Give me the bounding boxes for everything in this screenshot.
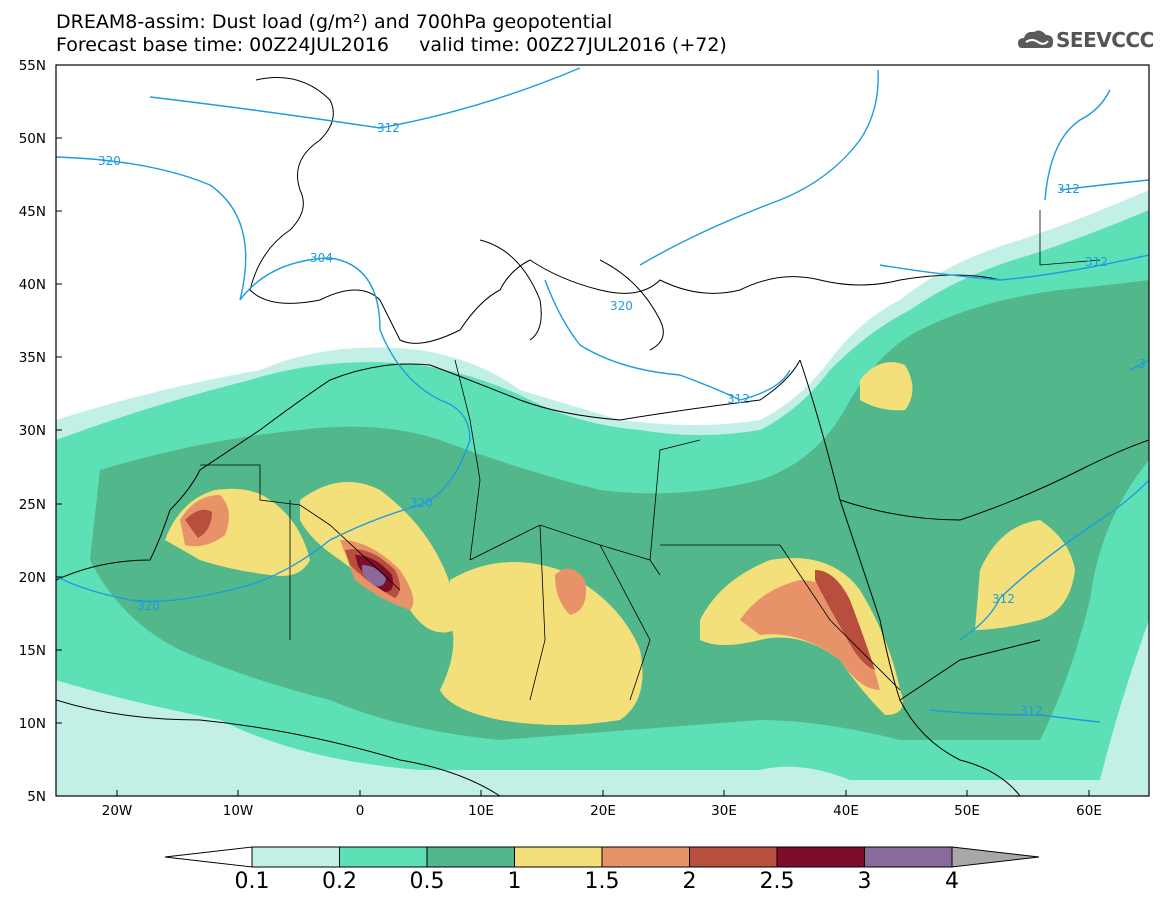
colorbar-swatch-over	[951, 846, 1040, 868]
contour-label: 312	[1085, 255, 1108, 269]
latitude-labels: 55N 50N 45N 40N 35N 30N 25N 20N 15N 10N …	[19, 58, 46, 805]
lat-label: 35N	[19, 350, 46, 366]
map-title-line-2: Forecast base time: 00Z24JUL2016 valid t…	[56, 34, 727, 56]
colorbar-swatch	[864, 846, 953, 868]
lat-label: 30N	[19, 423, 46, 439]
country-borders	[200, 210, 1101, 701]
lat-label: 25N	[19, 497, 46, 513]
coastlines	[56, 77, 1149, 796]
lon-label: 10E	[468, 803, 494, 819]
colorbar-tick-label: 1.5	[584, 869, 620, 894]
lat-label: 5N	[27, 789, 46, 805]
axis-ticks	[56, 64, 1090, 796]
cloud-logo-icon	[1018, 30, 1054, 48]
colorbar-swatch	[776, 846, 865, 868]
colorbar-tick-label: 0.1	[234, 869, 270, 894]
contour-label: 312	[727, 392, 750, 406]
colorbar-tick-label: 2	[682, 869, 697, 894]
lon-label: 20W	[102, 803, 133, 819]
lat-label: 20N	[19, 570, 46, 586]
lat-label: 10N	[19, 716, 46, 732]
lon-label: 0	[356, 803, 365, 819]
lon-label: 30E	[711, 803, 737, 819]
lon-label: 50E	[954, 803, 980, 819]
colorbar-tick-label: 0.5	[409, 869, 445, 894]
lon-label: 60E	[1076, 803, 1102, 819]
lat-label: 50N	[19, 131, 46, 147]
longitude-labels: 20W 10W 0 10E 20E 30E 40E 50E 60E	[102, 803, 1102, 819]
colorbar-swatches	[164, 846, 1040, 868]
colorbar-swatch	[514, 846, 603, 868]
lon-label: 40E	[833, 803, 859, 819]
colorbar-swatch	[689, 846, 778, 868]
colorbar-swatch-under	[164, 846, 253, 868]
contour-label: 312	[992, 592, 1015, 606]
colorbar-swatch	[426, 846, 515, 868]
contour-label: 3	[1138, 357, 1146, 371]
colorbar-tick-label: 0.2	[322, 869, 357, 894]
colorbar-tick-label: 2.5	[759, 869, 795, 894]
contour-labels: 312 320 304 312 312 320 320 320 312 312 …	[98, 121, 1146, 718]
contour-label: 312	[1020, 704, 1043, 718]
contour-label: 312	[377, 121, 400, 135]
contour-label: 320	[98, 154, 121, 168]
contour-label: 320	[410, 496, 433, 510]
colorbar-swatch	[339, 846, 428, 868]
contour-label: 320	[610, 299, 633, 313]
contour-label: 312	[1057, 182, 1080, 196]
map-plot-area: 312 320 304 312 312 320 320 320 312 312 …	[56, 65, 1149, 796]
colorbar-swatch	[601, 846, 690, 868]
colorbar-swatch	[251, 846, 340, 868]
geopotential-contours	[56, 67, 1149, 723]
colorbar-tick-label: 4	[945, 869, 959, 894]
lon-label: 10W	[223, 803, 254, 819]
contour-label: 304	[310, 251, 333, 265]
logo-text: SEEVCCC	[1056, 28, 1154, 52]
contour-label: 320	[137, 599, 160, 613]
colorbar-tick-label: 1	[507, 869, 522, 894]
dust-shading	[56, 190, 1149, 796]
map-title-line-1: DREAM8-assim: Dust load (g/m²) and 700hP…	[56, 11, 613, 33]
lat-label: 40N	[19, 277, 46, 293]
lon-label: 20E	[590, 803, 616, 819]
lat-label: 45N	[19, 204, 46, 220]
lat-label: 55N	[19, 58, 46, 74]
lat-label: 15N	[19, 643, 46, 659]
colorbar-tick-label: 3	[857, 869, 872, 894]
